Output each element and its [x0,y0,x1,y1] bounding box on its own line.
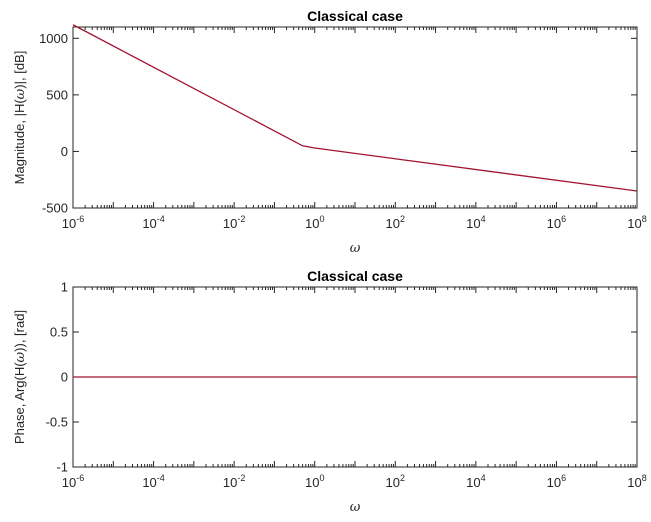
x-axis-label: ω [350,500,361,515]
x-tick-label: 106 [547,214,566,231]
y-ticks [73,37,637,209]
chart-1: 10-6 10-4 10-2 100 102 104 106 108 -500 0 500 1000 C… [12,8,647,256]
x-tick-label: 108 [627,214,646,231]
chart-title: Classical case [307,268,403,284]
chart-title: Classical case [307,8,403,24]
y-tick-label: 1000 [39,31,68,46]
y-axis-label: Phase, Arg(H(ω)), [rad] [12,310,28,444]
y-tick-label: 1 [61,280,68,295]
y-tick-label: -0.5 [46,415,68,430]
x-tick-label: 10-4 [142,214,164,231]
x-tick-label: 10-6 [62,473,84,490]
x-tick-label: 104 [466,214,485,231]
y-axis-label: Magnitude, |H(ω)|, [dB] [12,51,28,185]
x-tick-label: 100 [305,214,324,231]
y-tick-label: -500 [42,201,68,216]
x-tick-label: 108 [627,473,646,490]
x-tick-label: 102 [386,214,405,231]
y-tick-label: 0 [61,370,68,385]
x-ticks [72,27,638,208]
plot-frame [72,26,638,209]
x-ticks [72,287,638,467]
x-tick-label: 10-2 [223,473,245,490]
x-tick-label: 106 [547,473,566,490]
x-tick-label: 102 [386,473,405,490]
x-tick-label: 104 [466,473,485,490]
y-tick-label: 0 [61,144,68,159]
chart-2: 10-6 10-4 10-2 100 102 104 106 108 -1 -0.5 0 0.5 1 Cl… [12,268,647,515]
y-tick-label: -1 [56,460,68,475]
x-tick-label: 10-4 [142,473,164,490]
x-tick-label: 100 [305,473,324,490]
series-line [72,24,638,192]
y-tick-label: 500 [46,87,68,102]
x-tick-label: 10-6 [62,214,84,231]
x-tick-label: 10-2 [223,214,245,231]
y-tick-label: 0.5 [50,325,68,340]
x-axis-label: ω [350,241,361,256]
